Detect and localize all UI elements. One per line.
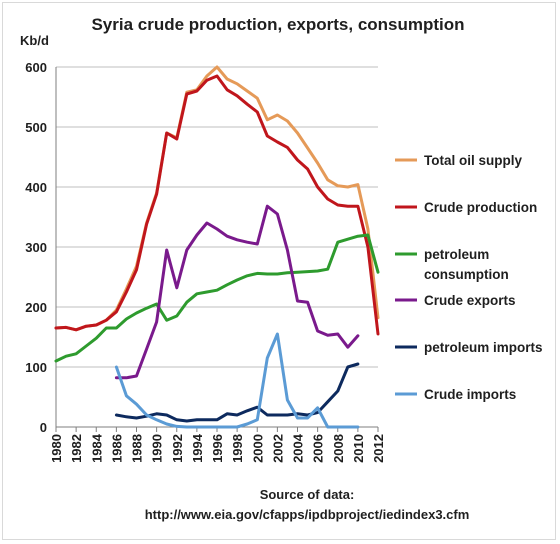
legend-label: Total oil supply: [424, 153, 522, 168]
source-label: Source of data:: [260, 487, 355, 502]
series-line-3: [114, 204, 360, 380]
y-axis-label: Kb/d: [20, 33, 49, 48]
axes: 0 100 200 300 400 500 600 1980 1982 1984 1986 1988 1…: [25, 60, 386, 463]
x-tick-label: 1984: [89, 433, 104, 463]
x-tick-label: 1988: [130, 434, 145, 463]
x-tick-label: 2008: [331, 434, 346, 463]
chart-title: Syria crude production, exports, consump…: [91, 15, 464, 34]
x-tick-label: 1992: [170, 434, 185, 463]
x-tick-label: 2002: [270, 434, 285, 463]
x-tick-label: 2006: [311, 434, 326, 463]
y-tick-label: 400: [25, 180, 47, 195]
x-tick-label: 1986: [109, 434, 124, 463]
x-tick-label: 1982: [69, 434, 84, 463]
x-tick-label: 2000: [250, 434, 265, 463]
legend-label: Crude imports: [424, 387, 516, 402]
chart-frame: [2, 2, 556, 540]
y-tick-label: 300: [25, 240, 47, 255]
legend: Total oil supply Crude production petroleu…: [395, 153, 543, 402]
legend-label: petroleum: [424, 247, 489, 262]
legend-label: Crude exports: [424, 293, 516, 308]
legend-label: Crude production: [424, 200, 537, 215]
series-line-1: [54, 74, 380, 336]
y-tick-label: 0: [40, 420, 47, 435]
x-tick-label: 1990: [150, 434, 165, 463]
x-tick-label: 1980: [49, 434, 64, 463]
x-tick-label: 1998: [230, 434, 245, 463]
series-group: [54, 65, 380, 429]
legend-label: consumption: [424, 267, 509, 282]
x-tick-label: 1996: [210, 434, 225, 463]
x-tick-label: 2012: [371, 434, 386, 463]
x-tick-label: 2004: [291, 433, 306, 463]
y-tick-label: 200: [25, 300, 47, 315]
x-tick-label: 2010: [351, 434, 366, 463]
series-line-2: [54, 233, 380, 363]
source-url: http://www.eia.gov/cfapps/ipdbproject/ie…: [145, 507, 470, 522]
y-tick-label: 100: [25, 360, 47, 375]
legend-label: petroleum imports: [424, 340, 543, 355]
y-tick-label: 600: [25, 60, 47, 75]
x-tick-label: 1994: [190, 433, 205, 463]
series-line-5: [114, 332, 360, 429]
series-line-4: [114, 362, 360, 423]
y-tick-label: 500: [25, 120, 47, 135]
